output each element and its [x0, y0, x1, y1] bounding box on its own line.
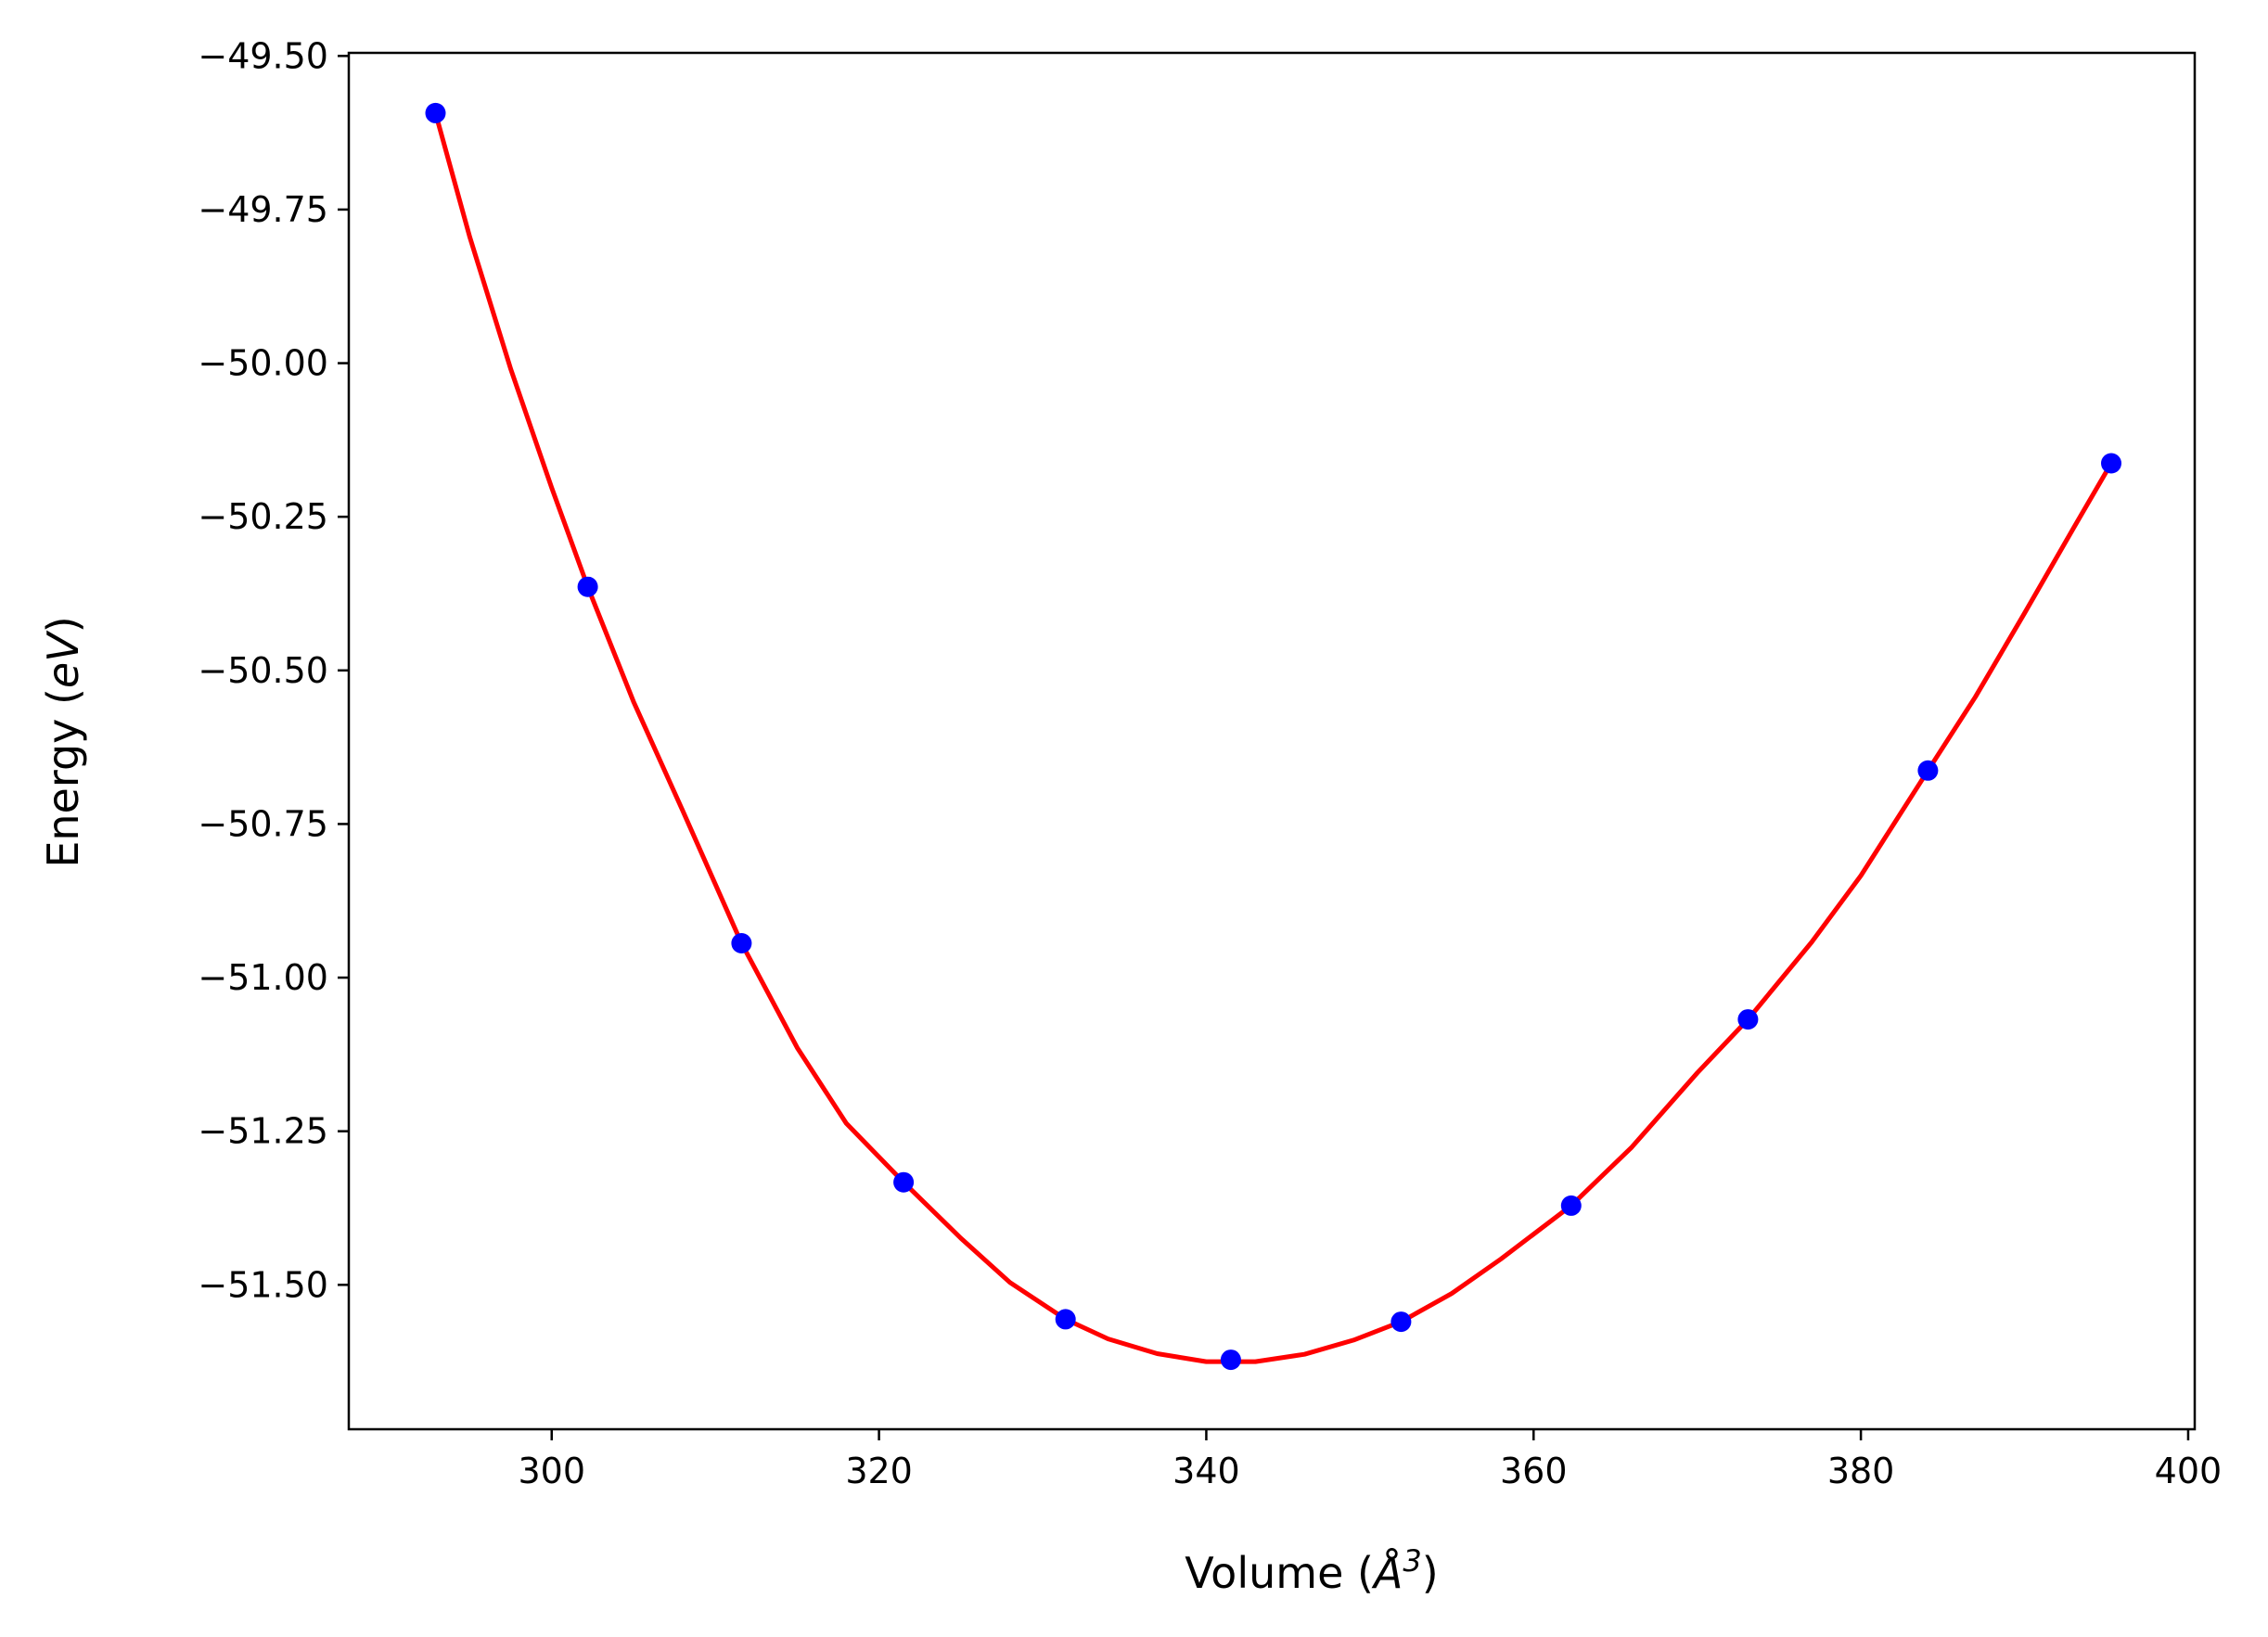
x-axis-ticks: 300 320 340 360 380 400 — [518, 1429, 2222, 1491]
y-axis-label-prefix: Energy ( — [38, 688, 88, 868]
x-axis-label-prefix: Volume ( — [1185, 1548, 1374, 1598]
x-axis-label-exponent: 3 — [1403, 1543, 1421, 1579]
data-point — [1737, 1009, 1759, 1030]
data-point — [1055, 1309, 1076, 1330]
y-tick-label: −51.50 — [198, 1264, 328, 1305]
x-tick-label: 400 — [2155, 1451, 2223, 1491]
data-point — [1220, 1349, 1241, 1371]
data-point — [2101, 453, 2121, 474]
data-points — [425, 102, 2121, 1371]
y-axis-label-suffix: ) — [38, 616, 88, 633]
data-point — [731, 933, 752, 953]
y-tick-label: −49.75 — [198, 189, 328, 230]
y-axis-label-symbol: eV — [38, 630, 88, 688]
x-tick-label: 380 — [1827, 1451, 1895, 1491]
y-tick-label: −50.25 — [198, 496, 328, 537]
x-tick-label: 360 — [1500, 1451, 1568, 1491]
y-tick-label: −50.50 — [198, 650, 328, 691]
y-axis-label: Energy (eV) — [38, 616, 88, 867]
data-point — [1390, 1311, 1412, 1333]
data-point — [1560, 1195, 1582, 1216]
data-point — [577, 576, 598, 597]
y-tick-label: −50.00 — [198, 343, 328, 384]
x-tick-label: 340 — [1172, 1451, 1240, 1491]
y-tick-label: −50.75 — [198, 803, 328, 844]
y-tick-label: −51.25 — [198, 1111, 328, 1152]
y-tick-label: −51.00 — [198, 957, 328, 998]
y-axis-ticks: −49.50 −49.75 −50.00 −50.25 −50.50 −50.75 −51.… — [198, 35, 349, 1305]
x-axis-label: Volume (Å3) — [1185, 1543, 1438, 1598]
data-point — [1917, 760, 1939, 781]
x-axis-label-suffix: ) — [1422, 1548, 1439, 1598]
data-point — [425, 102, 446, 123]
x-axis-label-symbol: Å — [1371, 1548, 1403, 1598]
y-tick-label: −49.50 — [198, 35, 328, 76]
plot-area — [349, 53, 2195, 1429]
data-point — [893, 1171, 915, 1193]
plot-frame — [347, 51, 2197, 1431]
x-tick-label: 320 — [845, 1451, 913, 1491]
x-tick-label: 300 — [518, 1451, 585, 1491]
